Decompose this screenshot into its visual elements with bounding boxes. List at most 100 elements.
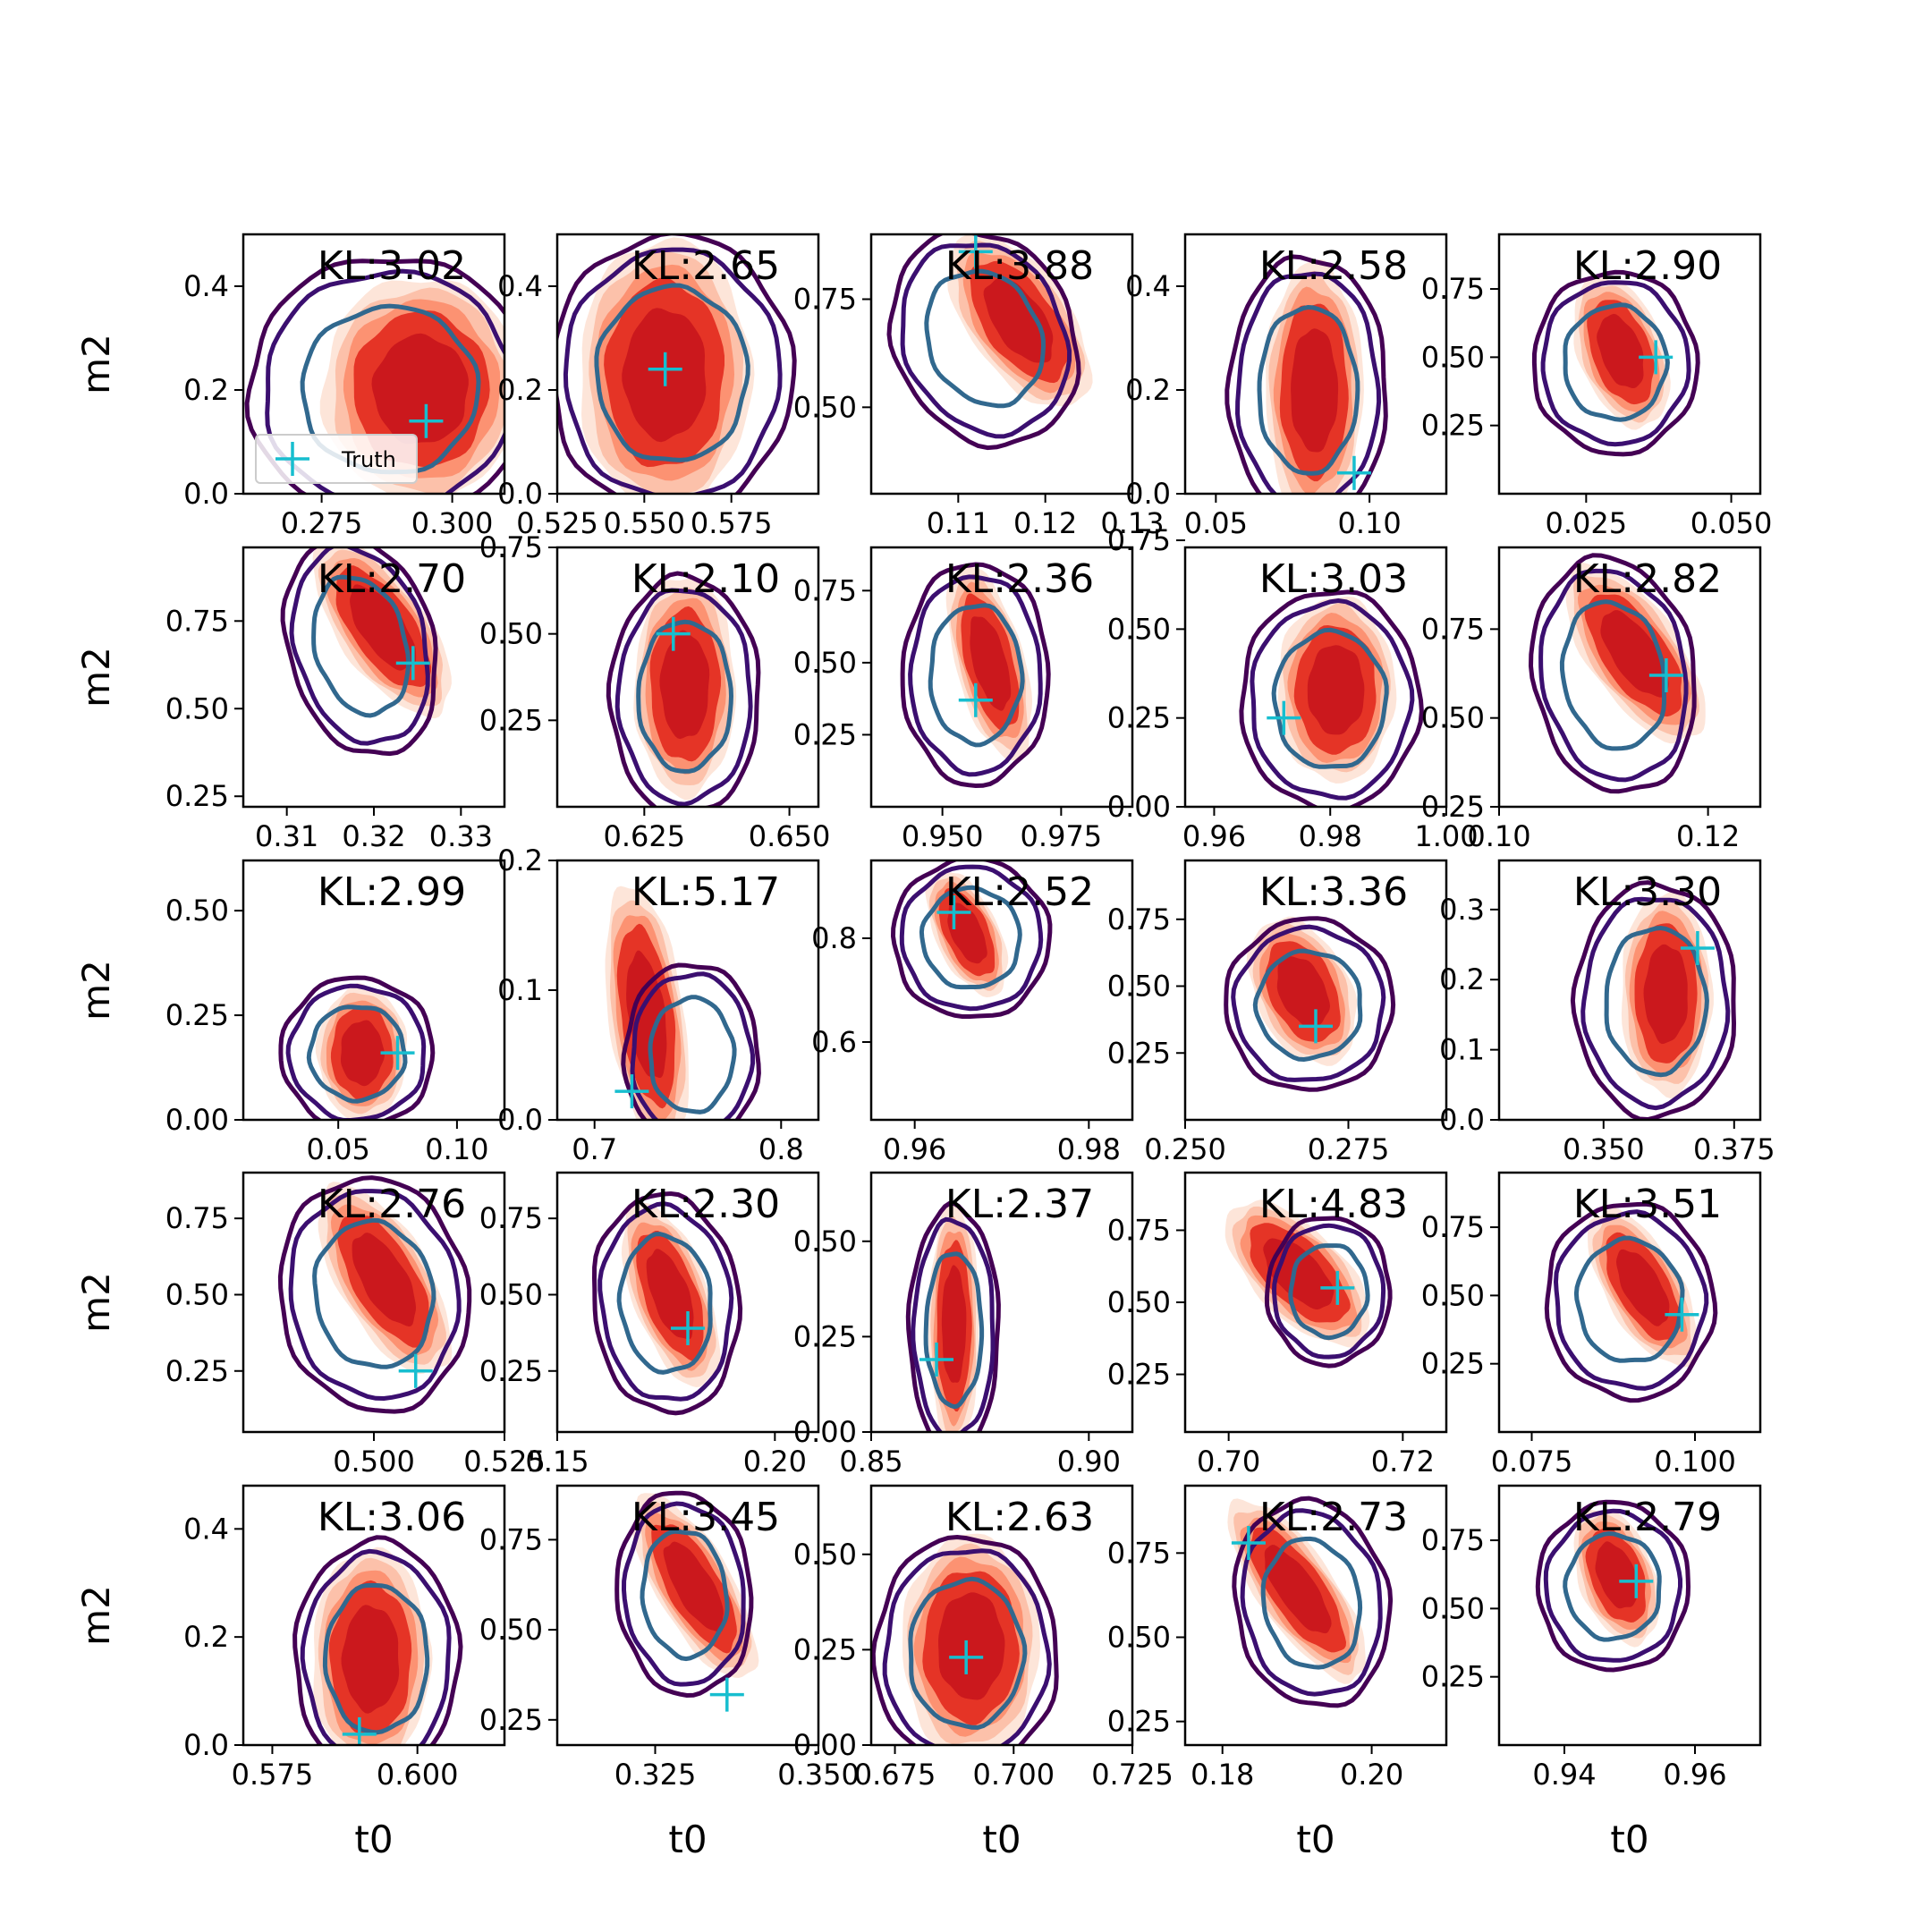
axes-frame (242, 859, 506, 1122)
contour-inner (648, 995, 737, 1114)
x-tick-label: 0.05 (307, 1132, 370, 1166)
y-tick-label: 0.2 (183, 373, 229, 407)
x-tick-label: 0.025 (1546, 506, 1628, 540)
plot-area (277, 1175, 472, 1414)
contour-outer (1528, 553, 1697, 794)
contour-middle (1543, 1508, 1682, 1663)
y-tick-label: 0.4 (1125, 269, 1171, 303)
x-tick-label: 0.550 (604, 506, 686, 540)
kl-divergence-label: KL:5.17 (631, 869, 780, 915)
y-tick-label: 0.50 (479, 1277, 543, 1311)
truth-marker (342, 1716, 377, 1745)
subplot-4-4: 0.70 0.72 0.25 0.50 0.75 KL:4.83 (1107, 1171, 1448, 1479)
x-tick-label: 0.300 (411, 506, 494, 540)
y-tick-label: 0.00 (165, 1103, 229, 1137)
truth-marker (398, 1353, 433, 1388)
y-tick-label: 0.50 (1421, 1278, 1485, 1312)
x-tick-label: 0.10 (425, 1132, 488, 1166)
subplot-2-2: 0.625 0.650 0.25 0.50 0.75 KL:2.10 (479, 530, 831, 853)
y-tick-label: 0.25 (1421, 1660, 1485, 1694)
y-tick-label: 0.50 (793, 646, 857, 680)
contour-outer (890, 860, 1053, 1019)
y-tick-label: 0.75 (165, 604, 229, 638)
axes-frame (555, 546, 820, 809)
y-tick-label: 0.25 (1107, 1705, 1171, 1739)
x-tick-label: 0.8 (758, 1132, 804, 1166)
contour-inner (1260, 1536, 1363, 1670)
density-fill-level-5 (341, 1020, 385, 1087)
subplot-1-5: 0.025 0.050 0.25 0.50 0.75 KL:2.90 (1421, 233, 1772, 540)
density-fill-level-5 (938, 1592, 1005, 1700)
y-tick-label: 0.0 (497, 1103, 543, 1137)
y-tick-label: 0.25 (165, 998, 229, 1032)
subplot-1-3: 0.11 0.12 0.13 0.50 0.75 KL:3.88 (793, 233, 1165, 540)
y-tick-label: 0.25 (479, 1703, 543, 1737)
contour-inner (1573, 1235, 1685, 1363)
density-fill-level-5 (1307, 645, 1365, 735)
axes-frame (1497, 546, 1762, 809)
x-tick-label: 0.96 (883, 1132, 946, 1166)
kl-divergence-label: KL:2.10 (631, 556, 780, 602)
y-tick-label: 0.50 (1421, 701, 1485, 735)
truth-marker (409, 403, 444, 438)
kl-divergence-label: KL:3.51 (1573, 1182, 1722, 1227)
subplot-4-3: 0.85 0.90 0.00 0.25 0.50 KL:2.37 (793, 1171, 1134, 1479)
y-tick-label: 0.25 (1421, 1347, 1485, 1381)
subplot-4-5: 0.075 0.100 0.25 0.50 0.75 KL:3.51 (1421, 1171, 1762, 1479)
y-tick-label: 0.25 (1421, 790, 1485, 824)
y-tick-label: 0.6 (811, 1025, 857, 1059)
x-axis-label: t0 (982, 1818, 1021, 1861)
kl-divergence-label: KL:2.58 (1259, 243, 1408, 289)
contour-outer (1224, 254, 1388, 494)
x-tick-label: 0.98 (1299, 819, 1362, 853)
y-tick-label: 0.75 (1421, 1523, 1485, 1557)
contour-outer (886, 234, 1081, 451)
x-tick-label: 0.525 (516, 506, 598, 540)
axes-frame (869, 546, 1134, 809)
y-tick-label: 0.00 (793, 1728, 857, 1762)
y-tick-label: 0.0 (1439, 1103, 1485, 1137)
kl-divergence-label: KL:2.52 (945, 869, 1094, 915)
kl-divergence-label: KL:3.45 (631, 1495, 780, 1540)
x-tick-label: 0.700 (972, 1758, 1055, 1792)
density-fill-level-5 (663, 1541, 724, 1632)
y-tick-label: 0.75 (479, 1522, 543, 1556)
contour-outer (871, 1534, 1059, 1745)
y-tick-label: 0.50 (1107, 1620, 1171, 1654)
contour-middle (630, 971, 756, 1120)
subplot-5-1: 0.575 0.600 0.0 0.2 0.4 KL:3.06 m2 t0 (74, 1484, 506, 1861)
subplot-2-3: 0.950 0.975 0.25 0.50 0.75 KL:2.36 (793, 546, 1134, 853)
plot-area (905, 1200, 1001, 1432)
y-tick-label: 0.25 (479, 703, 543, 737)
x-tick-label: 0.96 (1663, 1758, 1726, 1792)
y-tick-label: 0.0 (1125, 477, 1171, 511)
density-fill-level-5 (1616, 1249, 1670, 1326)
plot-area (606, 571, 761, 807)
subplot-3-5: 0.350 0.375 0.0 0.1 0.2 0.3 KL:3.30 (1439, 859, 1775, 1166)
x-tick-label: 0.275 (1308, 1132, 1390, 1166)
contour-outer (1239, 589, 1424, 807)
subplot-1-1: 0.275 0.300 0.0 0.2 0.4 KL:3.02 m2 Truth (74, 233, 506, 540)
plot-area (292, 1535, 463, 1745)
x-tick-label: 0.18 (1191, 1758, 1254, 1792)
kl-divergence-label: KL:2.30 (631, 1182, 780, 1227)
y-tick-label: 0.50 (793, 1538, 857, 1572)
subplot-2-1: 0.31 0.32 0.33 0.25 0.50 0.75 KL:2.70 m2 (74, 546, 506, 853)
contour-middle (1240, 1508, 1383, 1697)
plot-area (244, 258, 504, 494)
plot-area (890, 860, 1053, 1019)
kl-divergence-label: KL:2.82 (1573, 556, 1722, 602)
y-tick-label: 0.75 (1107, 1213, 1171, 1247)
y-tick-label: 0.50 (1421, 1591, 1485, 1625)
contour-inner (1604, 925, 1709, 1078)
y-tick-label: 0.75 (793, 283, 857, 317)
subplot-1-2: 0.525 0.550 0.575 0.0 0.2 0.4 KL:2.65 (497, 233, 820, 540)
plot-area (1544, 1201, 1718, 1403)
x-tick-label: 0.100 (1654, 1445, 1736, 1479)
contour-inner (636, 619, 734, 774)
y-tick-label: 0.50 (479, 1613, 543, 1647)
y-axis-label: m2 (74, 1585, 118, 1646)
contour-outer (1570, 880, 1737, 1120)
y-tick-label: 0.0 (183, 1728, 229, 1762)
